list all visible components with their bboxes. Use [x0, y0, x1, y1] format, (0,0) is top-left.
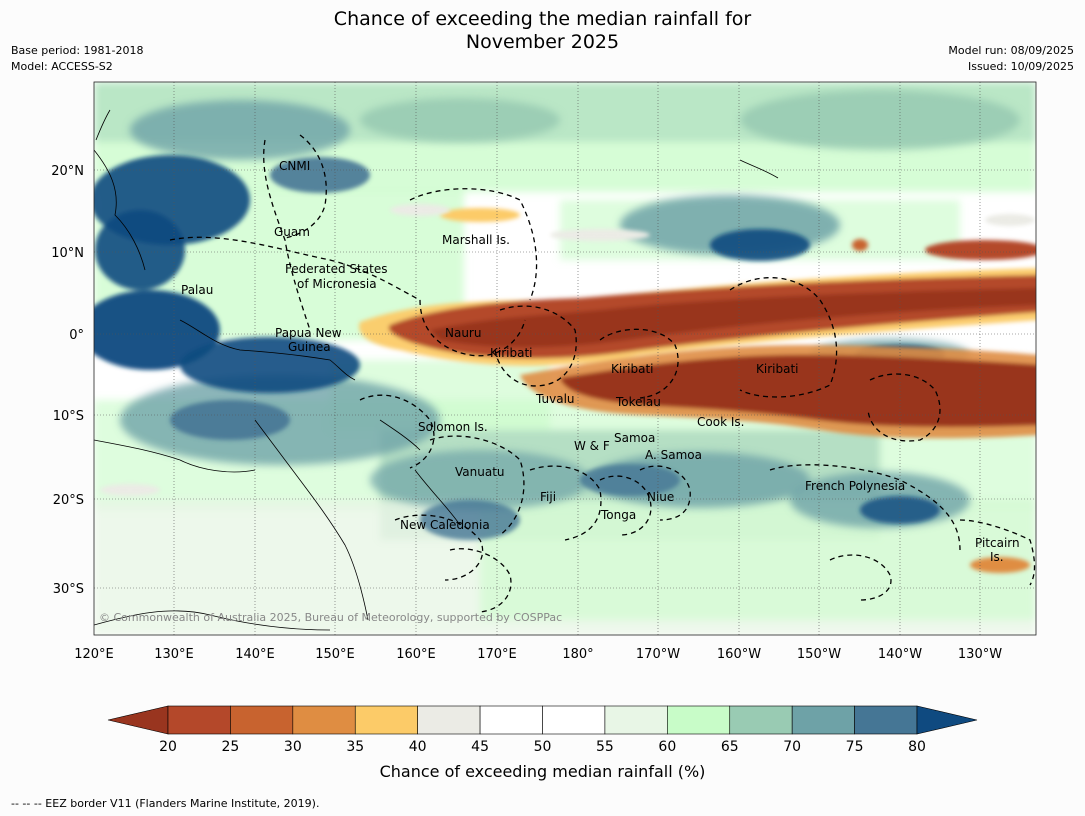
region-label-guam: Guam: [274, 225, 310, 239]
longitude-axis: 120°E 130°E 140°E 150°E 160°E 170°E 180°…: [74, 647, 1002, 662]
region-label-kiribati-west: Kiribati: [490, 346, 532, 360]
lon-tick-label: 160°W: [717, 647, 761, 662]
colorbar-segment: [791, 705, 855, 735]
colorbar-tick-label: 75: [846, 739, 864, 755]
colorbar-segment: [854, 705, 918, 735]
lat-tick-label: 30°S: [53, 582, 84, 597]
model-text: Model: ACCESS-S2: [11, 60, 113, 73]
colorbar-tick-label: 20: [159, 739, 177, 755]
colorbar-tick-label: 30: [284, 739, 302, 755]
lat-tick-label: 0°: [69, 328, 84, 343]
region-label-solomon: Solomon Is.: [418, 420, 488, 434]
colorbar-high-extend: [916, 705, 978, 735]
colorbar-segment: [230, 705, 294, 735]
eez-footnote: -- -- -- EEZ border V11 (Flanders Marine…: [11, 797, 320, 810]
issued-text: Issued: 10/09/2025: [967, 60, 1074, 73]
gridlines: [94, 82, 1036, 635]
region-label-marshall: Marshall Is.: [442, 233, 510, 247]
lon-tick-label: 150°E: [315, 647, 355, 662]
colorbar-tick-label: 65: [721, 739, 739, 755]
colorbar-segment: [167, 705, 231, 735]
region-label-tokelau: Tokelau: [615, 395, 661, 409]
copyright-notice: © Commonwealth of Australia 2025, Bureau…: [99, 611, 562, 624]
lon-tick-label: 150°W: [797, 647, 841, 662]
colorbar-segment: [479, 705, 543, 735]
lon-tick-label: 120°E: [74, 647, 114, 662]
region-label-niue: Niue: [647, 490, 674, 504]
region-label-cnmi: CNMI: [279, 159, 310, 173]
lon-tick-label: 140°W: [878, 647, 922, 662]
title-line-1: Chance of exceeding the median rainfall …: [333, 8, 752, 30]
region-label-pitcairn-line1: Pitcairn: [975, 536, 1020, 550]
title-line-2: November 2025: [465, 31, 620, 53]
eez-borders: [169, 134, 1036, 613]
region-label-cook: Cook Is.: [697, 415, 744, 429]
region-label-fiji: Fiji: [540, 490, 556, 504]
region-label-french-polynesia: French Polynesia: [805, 479, 905, 493]
lon-tick-label: 170°W: [636, 647, 680, 662]
region-label-vanuatu: Vanuatu: [455, 465, 505, 479]
lon-tick-label: 170°E: [477, 647, 517, 662]
latitude-axis: 20°N 10°N 0° 10°S 20°S 30°S: [51, 164, 84, 597]
colorbar-tick-label: 55: [596, 739, 614, 755]
lat-tick-label: 10°N: [51, 246, 84, 261]
colorbar-title: Chance of exceeding median rainfall (%): [379, 762, 706, 781]
region-label-nauru: Nauru: [445, 326, 481, 340]
lon-tick-label: 140°E: [235, 647, 275, 662]
lon-tick-label: 160°E: [396, 647, 436, 662]
region-label-tonga: Tonga: [600, 508, 636, 522]
lat-tick-label: 20°S: [53, 493, 84, 508]
lon-tick-label: 130°W: [958, 647, 1002, 662]
region-label-pitcairn-line2: Is.: [990, 550, 1004, 564]
coastlines: [94, 109, 779, 631]
colorbar-tick-label: 35: [346, 739, 364, 755]
colorbar-segment: [542, 705, 606, 735]
model-run-text: Model run: 08/09/2025: [948, 44, 1074, 57]
colorbar-tick-label: 60: [658, 739, 676, 755]
region-label-new-caledonia: New Caledonia: [400, 518, 490, 532]
meta-left: Base period: 1981-2018 Model: ACCESS-S2: [11, 43, 143, 75]
map-area: [94, 82, 1036, 635]
colorbar-tick-label: 40: [409, 739, 427, 755]
region-label-fsm-line2: of Micronesia: [297, 277, 377, 291]
base-period-text: Base period: 1981-2018: [11, 44, 144, 57]
meta-right: Model run: 08/09/2025 Issued: 10/09/2025: [948, 43, 1074, 75]
lon-tick-label: 130°E: [154, 647, 194, 662]
colorbar-tick-label: 45: [471, 739, 489, 755]
map-frame: [93, 81, 1037, 636]
region-label-american-samoa: A. Samoa: [645, 448, 702, 462]
region-label-samoa: Samoa: [614, 431, 655, 445]
colorbar-tick-label: 80: [908, 739, 926, 755]
colorbar-segment: [604, 705, 668, 735]
lon-tick-label: 180°: [562, 647, 593, 662]
neutral-patches: [100, 204, 1035, 496]
region-label-tuvalu: Tuvalu: [535, 392, 575, 406]
region-label-palau: Palau: [181, 283, 213, 297]
region-label-png-line1: Papua New: [275, 326, 342, 340]
region-label-wallis-futuna: W & F: [574, 439, 610, 453]
colorbar-segment: [667, 705, 731, 735]
colorbar-segment: [354, 705, 418, 735]
lat-tick-label: 20°N: [51, 164, 84, 179]
region-label-kiribati-central: Kiribati: [611, 362, 653, 376]
region-labels: CNMI Guam Marshall Is. Federated States …: [181, 159, 1020, 564]
region-label-fsm-line1: Federated States: [285, 262, 387, 276]
colorbar-segment: [292, 705, 356, 735]
colorbar-segment: [729, 705, 793, 735]
lat-tick-label: 10°S: [53, 409, 84, 424]
colorbar-tick-label: 50: [534, 739, 552, 755]
colorbar-low-extend: [107, 705, 169, 735]
colorbar: 20 25 30 35 40 45 50 55 60 65 70 75 80: [107, 705, 978, 755]
colorbar-segment: [417, 705, 481, 735]
region-label-kiribati-east: Kiribati: [756, 362, 798, 376]
colorbar-tick-label: 25: [222, 739, 240, 755]
colorbar-tick-label: 70: [783, 739, 801, 755]
region-label-png-line2: Guinea: [288, 340, 331, 354]
map-title: Chance of exceeding the median rainfall …: [0, 8, 1085, 54]
wet-anomaly-strong: [94, 155, 945, 540]
